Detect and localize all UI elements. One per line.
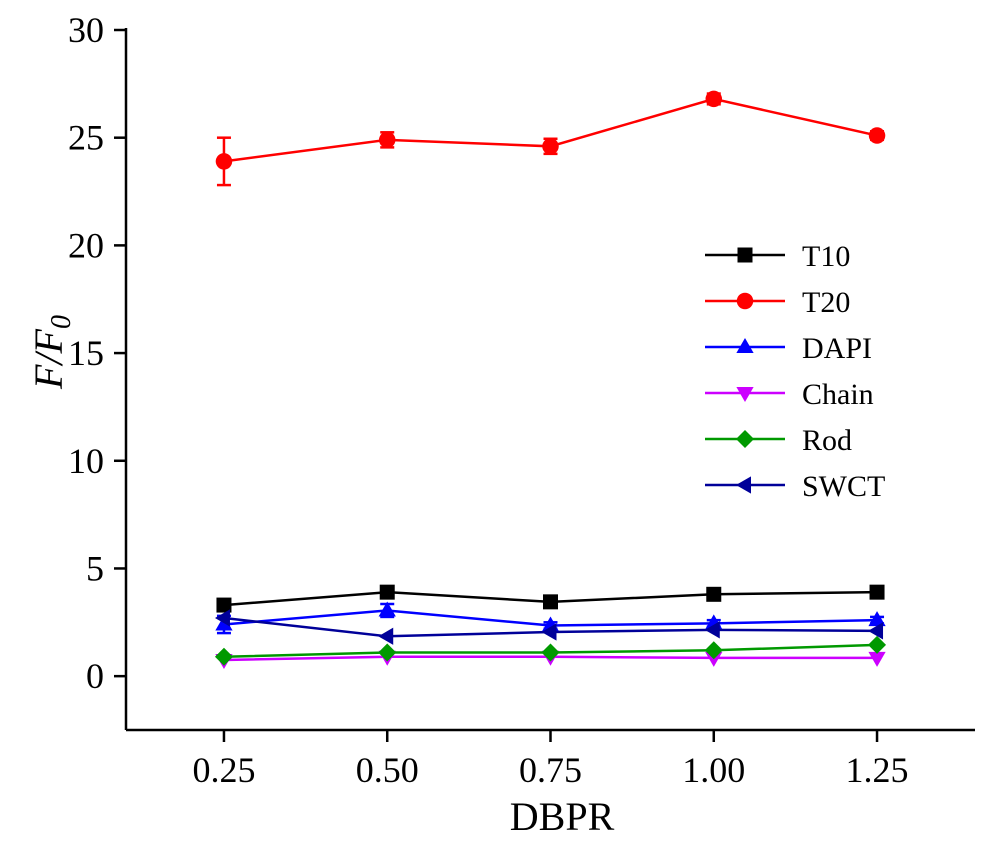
point-t10 xyxy=(216,597,232,613)
point-swct xyxy=(214,609,230,627)
y-tick-label: 0 xyxy=(86,656,104,696)
point-rod xyxy=(378,643,397,662)
y-tick-label: 25 xyxy=(68,118,104,158)
legend-item-chain: Chain xyxy=(705,378,874,411)
point-chain xyxy=(705,651,723,667)
legend-marker-t20 xyxy=(736,292,754,310)
legend-marker-t10 xyxy=(737,247,753,263)
series-dapi xyxy=(215,601,886,635)
legend-label-rod: Rod xyxy=(802,424,852,457)
x-axis-title: DBPR xyxy=(510,794,615,839)
point-chain xyxy=(868,651,886,667)
legend-marker-chain xyxy=(736,387,754,402)
point-t10 xyxy=(543,594,558,610)
point-swct xyxy=(704,621,720,639)
legend-item-swct: SWCT xyxy=(705,470,885,503)
legend-label-dapi: DAPI xyxy=(802,332,872,365)
y-tick-label: 20 xyxy=(68,225,104,265)
legend-label-t10: T10 xyxy=(802,240,850,273)
x-tick-label: 0.50 xyxy=(356,750,419,790)
legend-label-swct: SWCT xyxy=(802,470,885,503)
point-dapi xyxy=(378,601,396,617)
series-rod xyxy=(214,635,887,666)
series-t10 xyxy=(216,584,885,613)
series-layer xyxy=(214,90,887,669)
y-axis-title-sub: 0 xyxy=(46,315,77,329)
ticks: 0 5 10 15 20 25 30 0.25 0.50 0.75 1.00 1.25 xyxy=(68,10,909,790)
legend-label-chain: Chain xyxy=(802,378,874,411)
point-swct xyxy=(868,622,884,640)
legend-marker-rod xyxy=(736,430,754,448)
point-swct xyxy=(541,623,557,641)
legend-item-t20: T20 xyxy=(705,286,850,319)
x-tick-label: 1.00 xyxy=(682,750,745,790)
point-rod xyxy=(868,635,887,654)
point-t20 xyxy=(215,153,233,170)
legend-item-t10: T10 xyxy=(705,240,850,273)
point-rod xyxy=(214,647,233,666)
point-t20 xyxy=(868,127,886,144)
point-dapi xyxy=(868,611,886,627)
y-tick-label: 30 xyxy=(68,10,104,50)
y-tick-label: 10 xyxy=(68,441,104,481)
x-tick-label: 0.75 xyxy=(519,750,582,790)
series-t20 xyxy=(215,90,886,187)
x-tick-label: 0.25 xyxy=(192,750,255,790)
point-t20 xyxy=(705,90,723,108)
legend-marker-swct xyxy=(736,476,751,494)
point-t10 xyxy=(706,586,722,602)
y-tick-label: 5 xyxy=(86,548,104,588)
point-t10 xyxy=(869,584,885,600)
y-axis-title: F/F0 xyxy=(26,315,77,390)
point-rod xyxy=(704,641,723,660)
point-t20 xyxy=(378,131,396,149)
x-tick-label: 1.25 xyxy=(846,750,909,790)
legend-item-rod: Rod xyxy=(705,424,852,457)
point-swct xyxy=(378,627,394,645)
legend: T10 T20 DAPI Chain Rod SWCT xyxy=(705,240,885,503)
y-tick-label: 15 xyxy=(68,333,104,373)
legend-label-t20: T20 xyxy=(802,286,850,319)
series-swct xyxy=(214,609,884,645)
y-axis-title-main: F/F xyxy=(26,328,71,390)
point-t10 xyxy=(379,584,395,600)
legend-marker-dapi xyxy=(736,338,754,353)
legend-item-dapi: DAPI xyxy=(705,332,872,365)
point-rod xyxy=(541,643,560,662)
point-t20 xyxy=(542,138,559,155)
